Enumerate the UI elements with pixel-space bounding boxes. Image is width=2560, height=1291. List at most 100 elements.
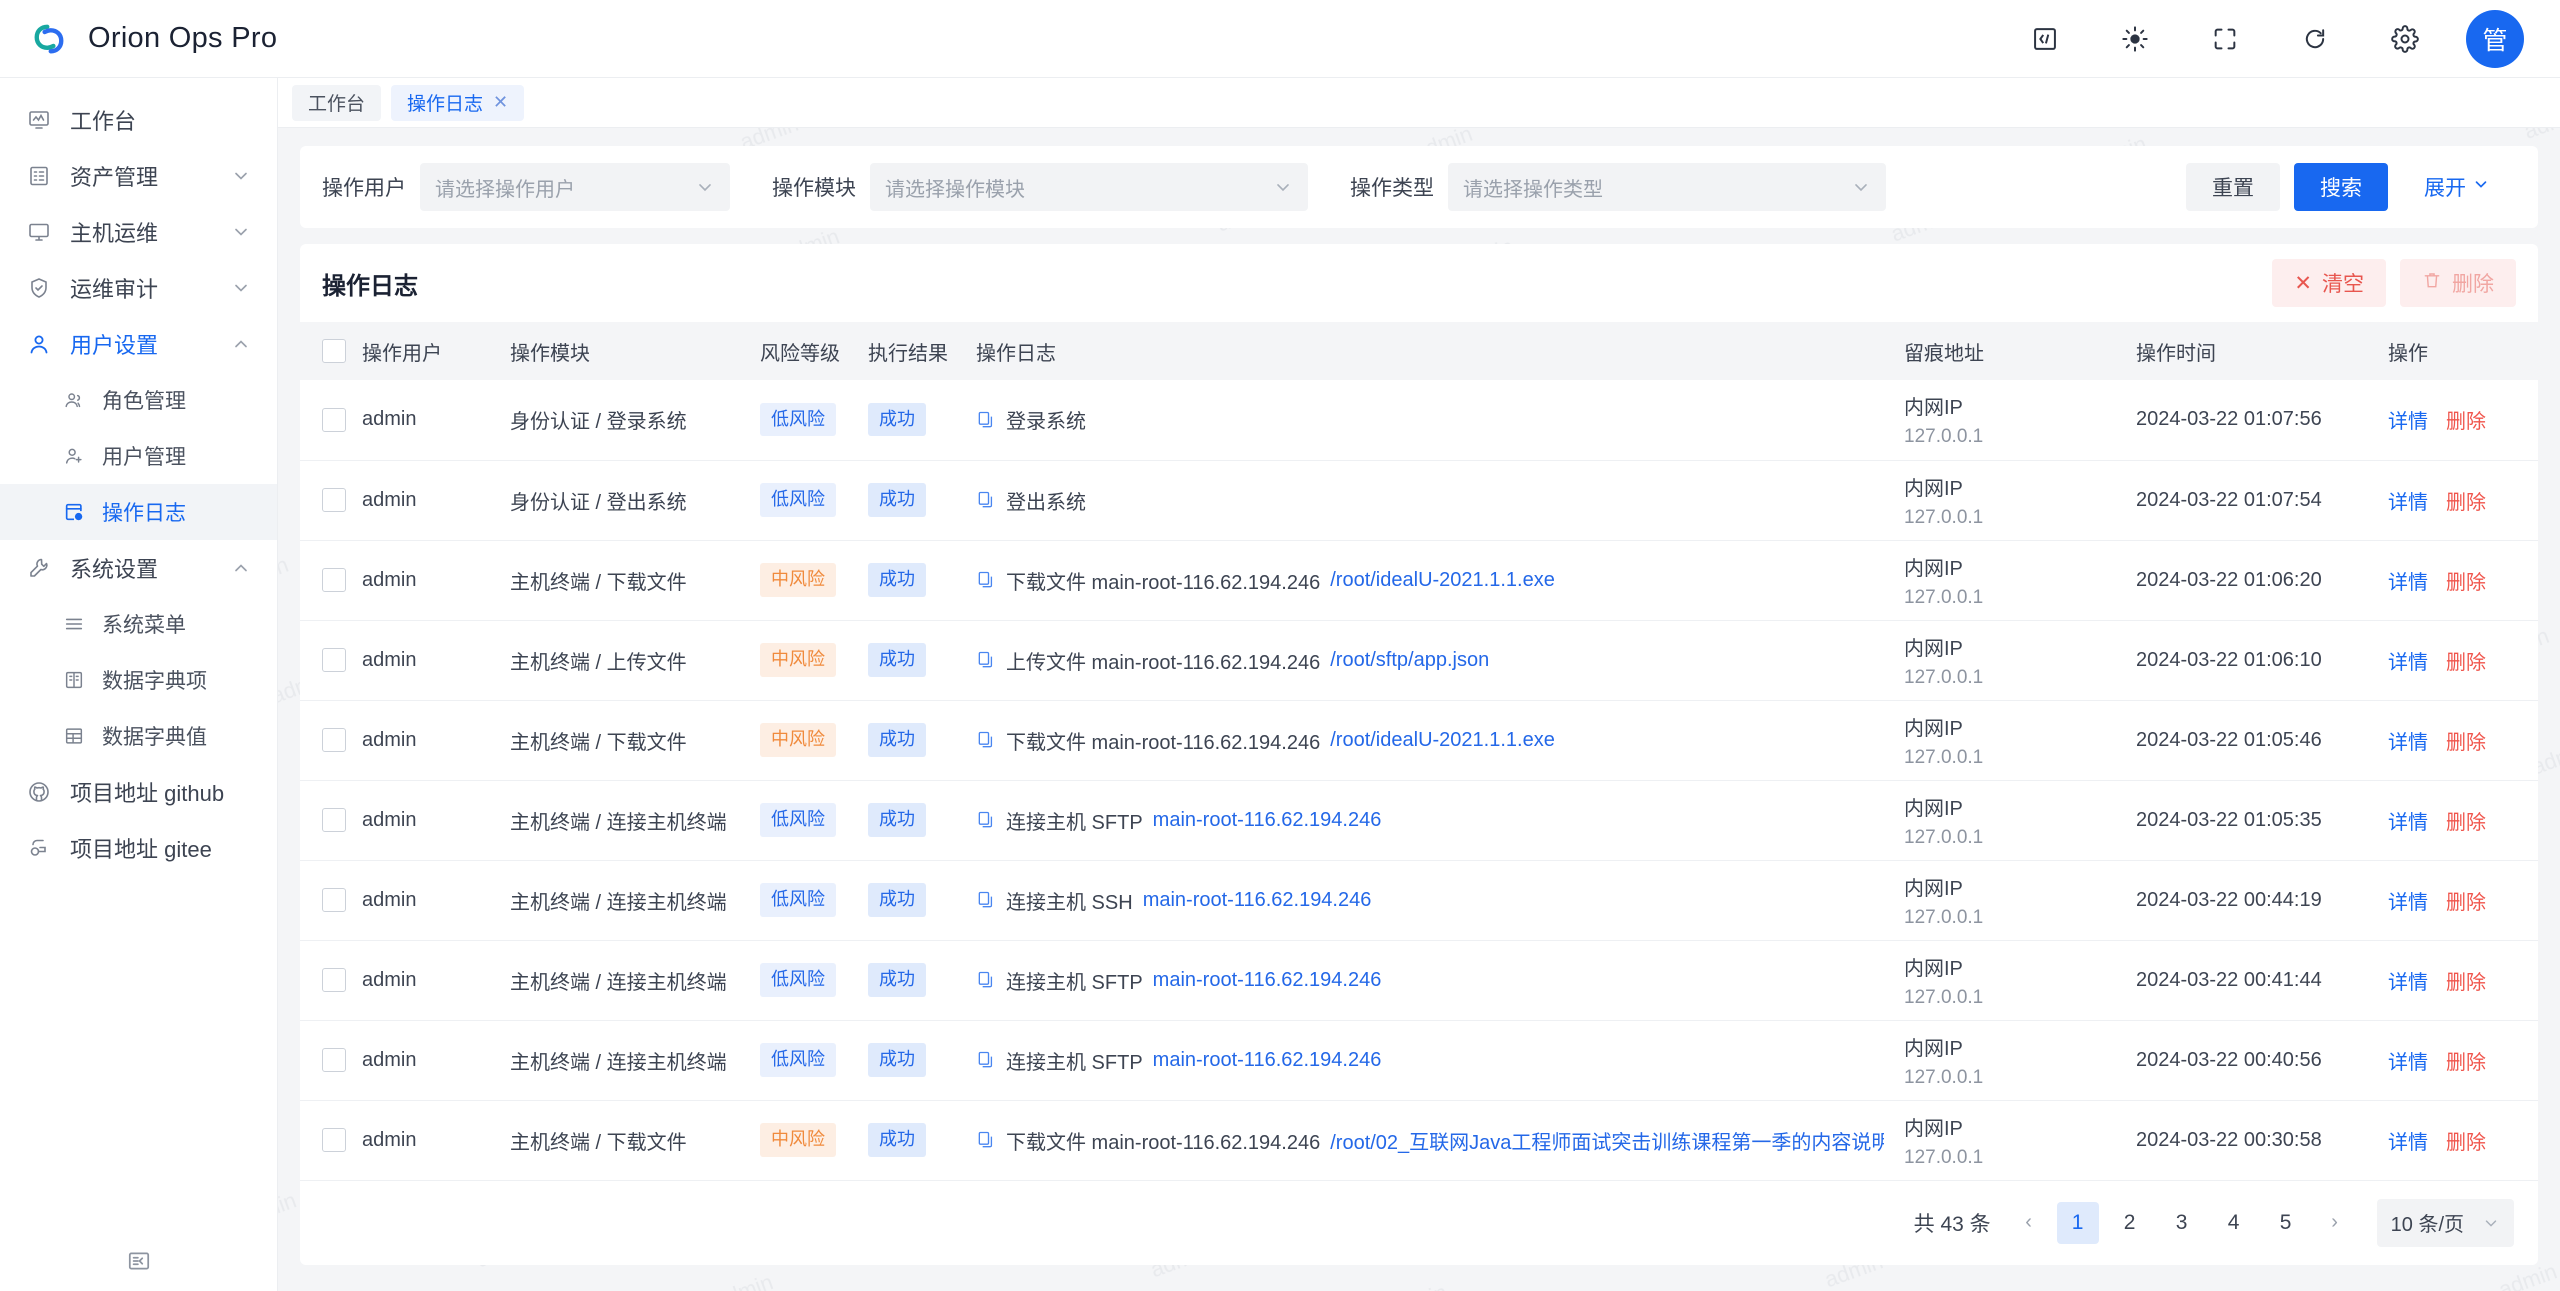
log-link[interactable]: /root/02_互联网Java工程师面试突击训练课程第一季的内容说明.zip bbox=[1330, 1131, 1884, 1154]
sidebar-item-user-settings[interactable]: 用户设置 bbox=[0, 316, 277, 372]
sidebar-item-github[interactable]: 项目地址 github bbox=[0, 764, 277, 820]
reset-button[interactable]: 重置 bbox=[2186, 163, 2280, 211]
log-link[interactable]: main-root-116.62.194.246 bbox=[1142, 888, 1372, 911]
tab-operation-log[interactable]: 操作日志 ✕ bbox=[391, 84, 525, 121]
sidebar-item-ops-audit[interactable]: 运维审计 bbox=[0, 260, 277, 316]
sidebar-item-system-settings[interactable]: 系统设置 bbox=[0, 540, 277, 596]
row-checkbox[interactable] bbox=[322, 968, 346, 992]
row-checkbox[interactable] bbox=[322, 1128, 346, 1152]
delete-link[interactable]: 删除 bbox=[2446, 1131, 2486, 1154]
row-checkbox[interactable] bbox=[322, 1048, 346, 1072]
search-button[interactable]: 搜索 bbox=[2294, 163, 2388, 211]
row-checkbox[interactable] bbox=[322, 488, 346, 512]
delete-link[interactable]: 删除 bbox=[2446, 891, 2486, 914]
refresh-icon[interactable] bbox=[2286, 10, 2344, 68]
detail-link[interactable]: 详情 bbox=[2388, 811, 2428, 834]
table-row[interactable]: admin 身份认证 / 登录系统 低风险 成功 登录系统 内网IP 127.0.0.1 20… bbox=[300, 380, 2538, 461]
brand[interactable]: Orion Ops Pro bbox=[0, 18, 277, 60]
copy-icon[interactable] bbox=[976, 570, 996, 590]
table-row[interactable]: admin 主机终端 / 连接主机终端 低风险 成功 连接主机 SFTP main-roo… bbox=[300, 940, 2538, 1021]
sidebar-item-workbench[interactable]: 工作台 bbox=[0, 92, 277, 148]
row-checkbox[interactable] bbox=[322, 808, 346, 832]
sidebar-item-host-ops[interactable]: 主机运维 bbox=[0, 204, 277, 260]
prev-page-button[interactable]: ‹ bbox=[2025, 1211, 2032, 1233]
detail-link[interactable]: 详情 bbox=[2388, 1131, 2428, 1154]
delete-link[interactable]: 删除 bbox=[2446, 971, 2486, 994]
log-link[interactable]: /root/idealU-2021.1.1.exe bbox=[1330, 728, 1555, 751]
table-row[interactable]: admin 主机终端 / 连接主机终端 低风险 成功 连接主机 SSH main-root… bbox=[300, 860, 2538, 941]
table-row[interactable]: admin 主机终端 / 连接主机终端 低风险 成功 连接主机 SFTP main-roo… bbox=[300, 780, 2538, 861]
log-link[interactable]: /root/sftp/app.json bbox=[1330, 648, 1490, 671]
row-checkbox[interactable] bbox=[322, 728, 346, 752]
copy-icon[interactable] bbox=[976, 650, 996, 670]
copy-icon[interactable] bbox=[976, 1050, 996, 1070]
expand-filters-button[interactable]: 展开 bbox=[2398, 163, 2516, 211]
next-page-button[interactable]: › bbox=[2331, 1211, 2338, 1233]
delete-link[interactable]: 删除 bbox=[2446, 491, 2486, 514]
copy-icon[interactable] bbox=[976, 890, 996, 910]
copy-icon[interactable] bbox=[976, 490, 996, 510]
page-size-select[interactable]: 10 条/页 bbox=[2376, 1198, 2514, 1247]
clear-button[interactable]: ✕ 清空 bbox=[2272, 259, 2386, 307]
table-row[interactable]: admin 主机终端 / 连接主机终端 低风险 成功 连接主机 SFTP main-roo… bbox=[300, 1020, 2538, 1101]
copy-icon[interactable] bbox=[976, 410, 996, 430]
delete-link[interactable]: 删除 bbox=[2446, 651, 2486, 674]
tab-workbench[interactable]: 工作台 bbox=[292, 84, 382, 121]
table-row[interactable]: admin 主机终端 / 上传文件 中风险 成功 上传文件 main-root-116.… bbox=[300, 620, 2538, 701]
sidebar-item-dict-values[interactable]: 数据字典值 bbox=[0, 708, 277, 764]
delete-link[interactable]: 删除 bbox=[2446, 571, 2486, 594]
sidebar-item-operation-log[interactable]: 操作日志 bbox=[0, 484, 277, 540]
detail-link[interactable]: 详情 bbox=[2388, 1051, 2428, 1074]
page-2-button[interactable]: 2 bbox=[2123, 1210, 2136, 1234]
table-row[interactable]: admin 主机终端 / 下载文件 中风险 成功 下载文件 main-root-116.… bbox=[300, 540, 2538, 621]
table-row[interactable]: admin 主机终端 / 下载文件 中风险 成功 下载文件 main-root-116.… bbox=[300, 1100, 2538, 1181]
fullscreen-icon[interactable] bbox=[2196, 10, 2254, 68]
row-checkbox[interactable] bbox=[322, 648, 346, 672]
copy-icon[interactable] bbox=[976, 730, 996, 750]
copy-icon[interactable] bbox=[976, 1130, 996, 1150]
sidebar-item-asset-management[interactable]: 资产管理 bbox=[0, 148, 277, 204]
log-link[interactable]: main-root-116.62.194.246 bbox=[1152, 808, 1382, 831]
detail-link[interactable]: 详情 bbox=[2388, 411, 2428, 434]
page-3-button[interactable]: 3 bbox=[2175, 1210, 2188, 1234]
delete-link[interactable]: 删除 bbox=[2446, 731, 2486, 754]
operation-module-select[interactable]: 请选择操作模块 bbox=[870, 163, 1308, 211]
page-5-button[interactable]: 5 bbox=[2279, 1210, 2292, 1234]
avatar[interactable]: 管 bbox=[2466, 9, 2524, 68]
brightness-icon[interactable] bbox=[2106, 10, 2164, 68]
page-1-button[interactable]: 1 bbox=[2056, 1201, 2099, 1244]
delete-link[interactable]: 删除 bbox=[2446, 1051, 2486, 1074]
sidebar-item-user-management[interactable]: 用户管理 bbox=[0, 428, 277, 484]
row-checkbox[interactable] bbox=[322, 568, 346, 592]
sidebar-item-role-management[interactable]: 角色管理 bbox=[0, 372, 277, 428]
gear-icon[interactable] bbox=[2376, 10, 2434, 68]
code-icon[interactable] bbox=[2016, 10, 2074, 68]
detail-link[interactable]: 详情 bbox=[2388, 491, 2428, 514]
row-checkbox[interactable] bbox=[322, 888, 346, 912]
sidebar-item-dict-items[interactable]: 数据字典项 bbox=[0, 652, 277, 708]
page-4-button[interactable]: 4 bbox=[2227, 1210, 2240, 1234]
row-checkbox[interactable] bbox=[322, 407, 346, 432]
detail-link[interactable]: 详情 bbox=[2388, 971, 2428, 994]
detail-link[interactable]: 详情 bbox=[2388, 571, 2428, 594]
copy-icon[interactable] bbox=[976, 970, 996, 990]
sidebar-item-system-menu[interactable]: 系统菜单 bbox=[0, 596, 277, 652]
select-all-checkbox[interactable] bbox=[322, 339, 346, 363]
table-row[interactable]: admin 主机终端 / 下载文件 中风险 成功 下载文件 main-root-116.… bbox=[300, 700, 2538, 781]
log-link[interactable]: /root/idealU-2021.1.1.exe bbox=[1330, 568, 1555, 591]
delete-link[interactable]: 删除 bbox=[2446, 411, 2486, 434]
table-row[interactable]: admin 身份认证 / 登出系统 低风险 成功 登出系统 内网IP 127.0.0.1 20… bbox=[300, 460, 2538, 541]
close-icon[interactable]: ✕ bbox=[493, 92, 509, 112]
collapse-sidebar-icon[interactable] bbox=[0, 1231, 277, 1291]
copy-icon[interactable] bbox=[976, 810, 996, 830]
detail-link[interactable]: 详情 bbox=[2388, 891, 2428, 914]
operation-user-select[interactable]: 请选择操作用户 bbox=[420, 163, 730, 211]
log-link[interactable]: main-root-116.62.194.246 bbox=[1152, 1048, 1382, 1071]
detail-link[interactable]: 详情 bbox=[2388, 651, 2428, 674]
log-link[interactable]: main-root-116.62.194.246 bbox=[1152, 968, 1382, 991]
delete-link[interactable]: 删除 bbox=[2446, 811, 2486, 834]
detail-link[interactable]: 详情 bbox=[2388, 731, 2428, 754]
operation-type-select[interactable]: 请选择操作类型 bbox=[1448, 163, 1886, 211]
delete-selected-button[interactable]: 删除 bbox=[2400, 259, 2516, 307]
sidebar-item-gitee[interactable]: 项目地址 gitee bbox=[0, 820, 277, 876]
